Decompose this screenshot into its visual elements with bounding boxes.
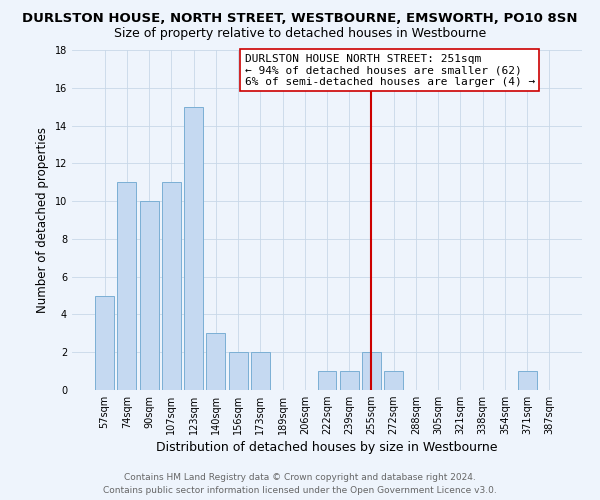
Bar — [340, 371, 359, 390]
Text: Size of property relative to detached houses in Westbourne: Size of property relative to detached ho… — [114, 28, 486, 40]
Bar — [95, 296, 114, 390]
Bar — [162, 182, 181, 390]
Bar — [206, 334, 225, 390]
Text: Contains HM Land Registry data © Crown copyright and database right 2024.
Contai: Contains HM Land Registry data © Crown c… — [103, 473, 497, 495]
Bar — [362, 352, 381, 390]
Bar — [118, 182, 136, 390]
Bar — [317, 371, 337, 390]
Bar — [184, 106, 203, 390]
Bar — [140, 201, 158, 390]
Text: DURLSTON HOUSE, NORTH STREET, WESTBOURNE, EMSWORTH, PO10 8SN: DURLSTON HOUSE, NORTH STREET, WESTBOURNE… — [22, 12, 578, 26]
Bar — [518, 371, 536, 390]
Y-axis label: Number of detached properties: Number of detached properties — [36, 127, 49, 313]
Text: DURLSTON HOUSE NORTH STREET: 251sqm
← 94% of detached houses are smaller (62)
6%: DURLSTON HOUSE NORTH STREET: 251sqm ← 94… — [245, 54, 535, 87]
Bar — [384, 371, 403, 390]
X-axis label: Distribution of detached houses by size in Westbourne: Distribution of detached houses by size … — [156, 442, 498, 454]
Bar — [229, 352, 248, 390]
Bar — [251, 352, 270, 390]
